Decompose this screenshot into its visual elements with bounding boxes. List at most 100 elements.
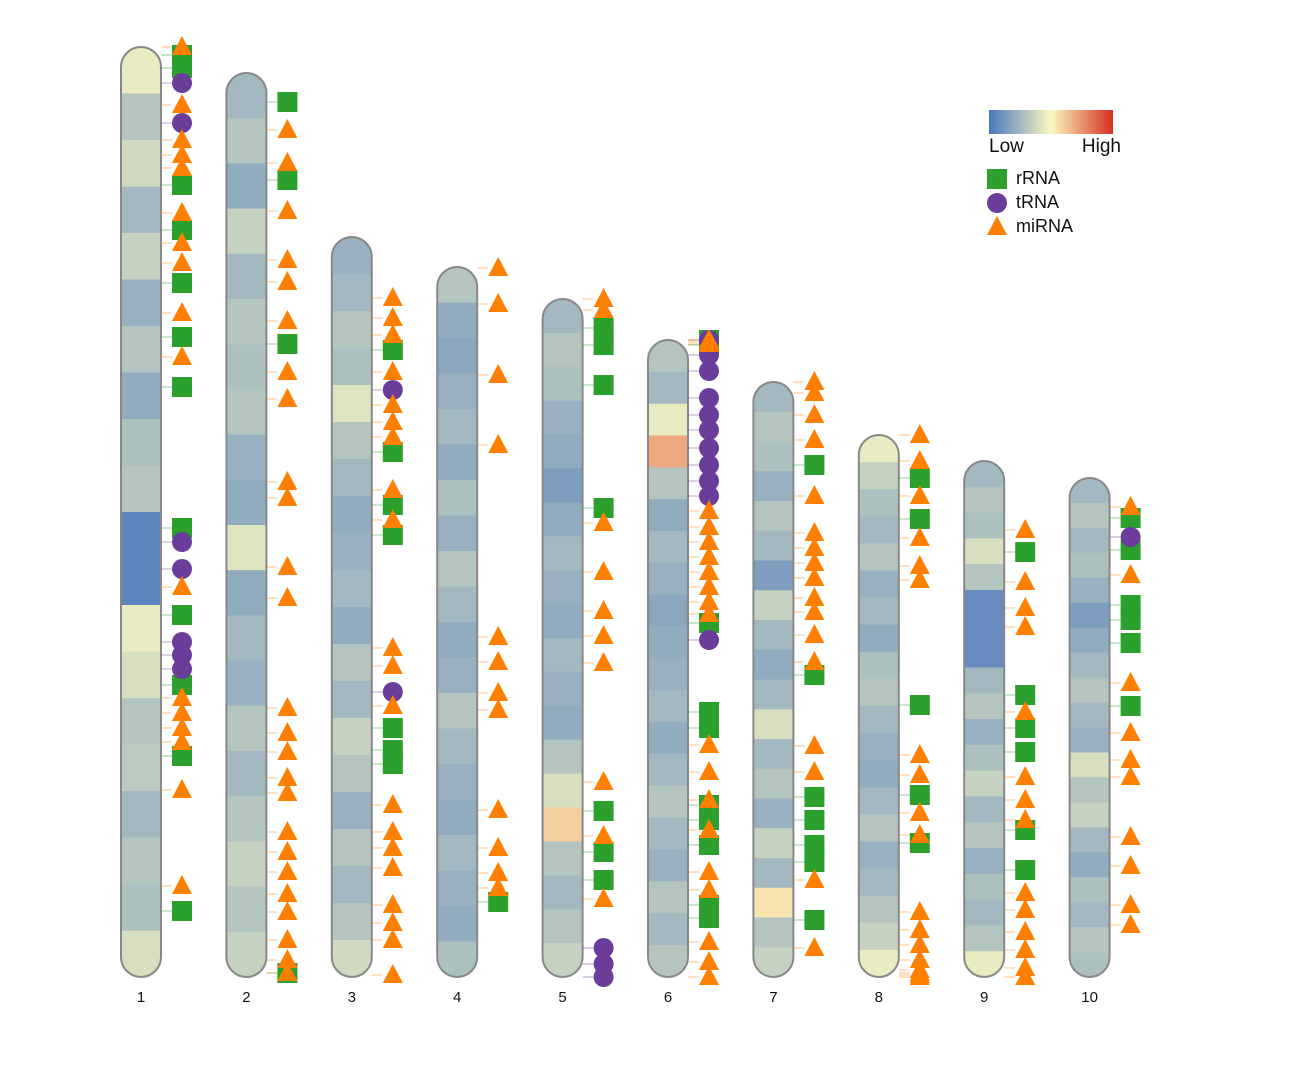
density-band: [648, 531, 688, 564]
density-band: [858, 895, 899, 924]
rrna-marker: [172, 273, 192, 293]
density-band: [437, 373, 478, 410]
density-band: [437, 409, 478, 445]
mirna-marker: [804, 552, 825, 571]
mirna-marker: [277, 929, 298, 948]
density-band: [331, 755, 372, 793]
mirna-marker: [382, 479, 403, 498]
mirna-marker: [172, 302, 192, 321]
density-band: [437, 302, 478, 339]
density-band: [331, 570, 372, 608]
density-band: [542, 332, 583, 368]
chromosome-label: 8: [875, 989, 883, 1006]
density-band: [648, 658, 688, 691]
rrna-marker: [172, 901, 192, 921]
density-band: [542, 773, 583, 808]
mirna-marker: [909, 949, 930, 968]
density-band: [226, 344, 267, 390]
density-band: [437, 586, 478, 623]
trna-marker: [172, 532, 192, 552]
mirna-marker: [1015, 701, 1036, 720]
density-band: [648, 849, 688, 882]
density-band: [437, 480, 478, 516]
mirna-marker: [277, 821, 298, 840]
rrna-marker: [382, 340, 403, 360]
rrna-marker: [593, 318, 614, 338]
density-band: [331, 533, 372, 571]
density-band: [964, 667, 1005, 694]
density-band: [226, 479, 267, 526]
mirna-marker: [277, 901, 298, 920]
density-band: [753, 649, 794, 680]
density-band: [964, 873, 1005, 901]
mirna-marker: [804, 761, 825, 780]
mirna-marker: [804, 735, 825, 754]
density-band: [331, 311, 372, 349]
density-band: [753, 411, 794, 442]
density-band: [226, 118, 267, 164]
mirna-marker: [593, 825, 614, 844]
rrna-marker: [804, 810, 825, 830]
chromosome-label: 3: [348, 989, 356, 1006]
rrna-marker: [909, 695, 930, 715]
mirna-marker: [804, 537, 825, 556]
mirna-marker: [488, 293, 509, 312]
mirna-marker: [277, 841, 298, 860]
density-band: [226, 705, 267, 752]
density-band: [858, 678, 899, 707]
chromosome-label: 5: [558, 989, 566, 1006]
rrna-marker: [277, 334, 298, 354]
rrna-marker: [804, 787, 825, 807]
mirna-marker: [172, 144, 192, 163]
density-band: [542, 570, 583, 605]
density-band: [648, 467, 688, 500]
density-band: [648, 754, 688, 787]
density-band: [1069, 527, 1110, 554]
density-band: [648, 371, 688, 405]
density-band: [964, 615, 1005, 643]
density-band: [1069, 752, 1110, 778]
rrna-marker: [382, 495, 403, 515]
mirna-marker: [699, 734, 719, 753]
mirna-marker: [909, 450, 930, 469]
mirna-marker: [1120, 749, 1141, 768]
mirna-marker: [277, 152, 298, 171]
density-band: [1069, 777, 1110, 803]
trna-marker: [699, 438, 719, 458]
density-band: [964, 693, 1005, 720]
mirna-marker: [699, 546, 719, 565]
density-band: [121, 279, 161, 327]
mirna-marker: [909, 934, 930, 953]
mirna-marker: [277, 271, 298, 290]
density-band: [542, 434, 583, 469]
rrna-marker: [382, 754, 403, 774]
density-band: [437, 728, 478, 765]
density-band: [121, 558, 161, 606]
density-band: [542, 536, 583, 571]
rrna-marker: [593, 801, 614, 821]
rrna-marker: [172, 377, 192, 397]
mirna-marker: [382, 857, 403, 876]
chromosome: [331, 237, 372, 977]
density-band: [226, 73, 267, 119]
mirna-marker: [804, 567, 825, 586]
mirna-marker: [277, 861, 298, 880]
chromosome-label: 10: [1081, 989, 1098, 1006]
mirna-marker: [1015, 571, 1036, 590]
density-band: [753, 739, 794, 770]
density-band: [226, 751, 267, 797]
mirna-marker: [804, 587, 825, 606]
chromosome-outline: [647, 339, 689, 978]
density-band: [648, 594, 688, 628]
density-band: [1069, 852, 1110, 878]
rrna-marker: [593, 375, 614, 395]
mirna-marker: [277, 361, 298, 380]
density-band: [1069, 902, 1110, 928]
mirna-marker: [172, 129, 192, 148]
mirna-marker: [804, 522, 825, 541]
mirna-marker: [593, 652, 614, 671]
mirna-marker: [699, 879, 719, 898]
chromosome: [753, 382, 794, 977]
density-band: [858, 706, 899, 734]
